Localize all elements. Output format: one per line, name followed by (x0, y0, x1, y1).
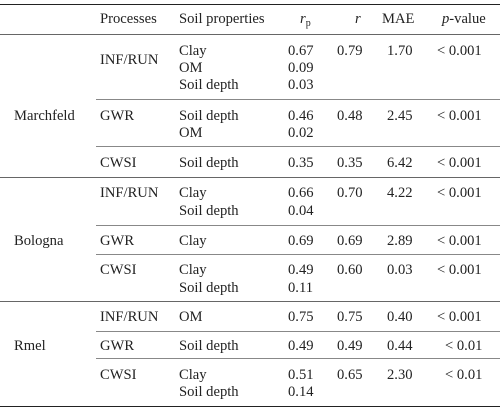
site-divider (0, 177, 500, 178)
r-value: 0.65 (337, 367, 363, 383)
process-cell: GWR (100, 233, 135, 249)
rp-value: 0.02 (288, 125, 314, 141)
rp-value: 0.67 (288, 43, 314, 59)
p-value: < 0.001 (437, 309, 482, 325)
soil-property: OM (179, 125, 203, 141)
rp-value: 0.04 (288, 203, 314, 219)
p-value: < 0.001 (437, 262, 482, 278)
process-cell: INF/RUN (100, 309, 159, 325)
r-value: 0.75 (337, 309, 363, 325)
bottom-rule (0, 406, 500, 408)
site-label: Marchfeld (14, 108, 75, 124)
r-value: 0.79 (337, 43, 363, 59)
header-rp: rp (300, 11, 311, 29)
rp-value: 0.49 (288, 262, 314, 278)
p-value: < 0.001 (437, 155, 482, 171)
rp-value: 0.75 (288, 309, 314, 325)
rp-value: 0.46 (288, 108, 314, 124)
p-value: < 0.001 (437, 233, 482, 249)
row-divider (96, 358, 500, 359)
rp-value: 0.69 (288, 233, 314, 249)
r-value: 0.35 (337, 155, 363, 171)
soil-property: Soil depth (179, 338, 239, 354)
soil-property: Soil depth (179, 155, 239, 171)
process-cell: INF/RUN (100, 185, 159, 201)
soil-property: Clay (179, 43, 207, 59)
process-cell: CWSI (100, 262, 137, 278)
p-value: < 0.001 (437, 185, 482, 201)
soil-property: Clay (179, 367, 207, 383)
site-label: Rmel (14, 338, 46, 354)
r-value: 0.70 (337, 185, 363, 201)
row-divider (96, 99, 500, 100)
site-divider (0, 301, 500, 302)
rp-value: 0.51 (288, 367, 314, 383)
soil-property: Clay (179, 262, 207, 278)
soil-property: Clay (179, 233, 207, 249)
r-value: 0.60 (337, 262, 363, 278)
rp-value: 0.11 (288, 280, 313, 296)
header-mae: MAE (382, 11, 415, 27)
soil-property: Soil depth (179, 384, 239, 400)
rp-value: 0.03 (288, 77, 314, 93)
process-cell: CWSI (100, 155, 137, 171)
mae-value: 0.40 (387, 309, 413, 325)
row-divider (96, 225, 500, 226)
process-cell: CWSI (100, 367, 137, 383)
rp-value: 0.14 (288, 384, 314, 400)
mae-value: 2.45 (387, 108, 413, 124)
site-label: Bologna (14, 233, 64, 249)
rp-value: 0.66 (288, 185, 314, 201)
mae-value: 1.70 (387, 43, 413, 59)
process-cell: INF/RUN (100, 52, 159, 68)
top-rule (0, 4, 500, 6)
r-value: 0.49 (337, 338, 363, 354)
row-divider (96, 331, 500, 332)
rp-value: 0.09 (288, 60, 314, 76)
p-value: < 0.01 (445, 338, 483, 354)
soil-property: Soil depth (179, 77, 239, 93)
p-value: < 0.001 (437, 108, 482, 124)
r-value: 0.48 (337, 108, 363, 124)
mae-value: 4.22 (387, 185, 413, 201)
mae-value: 0.03 (387, 262, 413, 278)
mae-value: 2.89 (387, 233, 413, 249)
row-divider (96, 146, 500, 147)
mae-value: 6.42 (387, 155, 413, 171)
soil-property: OM (179, 60, 203, 76)
mae-value: 0.44 (387, 338, 413, 354)
header-p-value: p-value (442, 11, 486, 27)
r-value: 0.69 (337, 233, 363, 249)
p-value: < 0.001 (437, 43, 482, 59)
process-cell: GWR (100, 338, 135, 354)
process-cell: GWR (100, 108, 135, 124)
header-processes: Processes (100, 11, 157, 27)
soil-property: Clay (179, 185, 207, 201)
rp-value: 0.35 (288, 155, 314, 171)
soil-property: Soil depth (179, 280, 239, 296)
header-rule (0, 34, 500, 35)
soil-property: Soil depth (179, 203, 239, 219)
header-soil-properties: Soil properties (179, 11, 265, 27)
header-r: r (355, 11, 361, 27)
soil-property: OM (179, 309, 203, 325)
mae-value: 2.30 (387, 367, 413, 383)
p-value: < 0.01 (445, 367, 483, 383)
rp-value: 0.49 (288, 338, 314, 354)
row-divider (96, 254, 500, 255)
soil-property: Soil depth (179, 108, 239, 124)
